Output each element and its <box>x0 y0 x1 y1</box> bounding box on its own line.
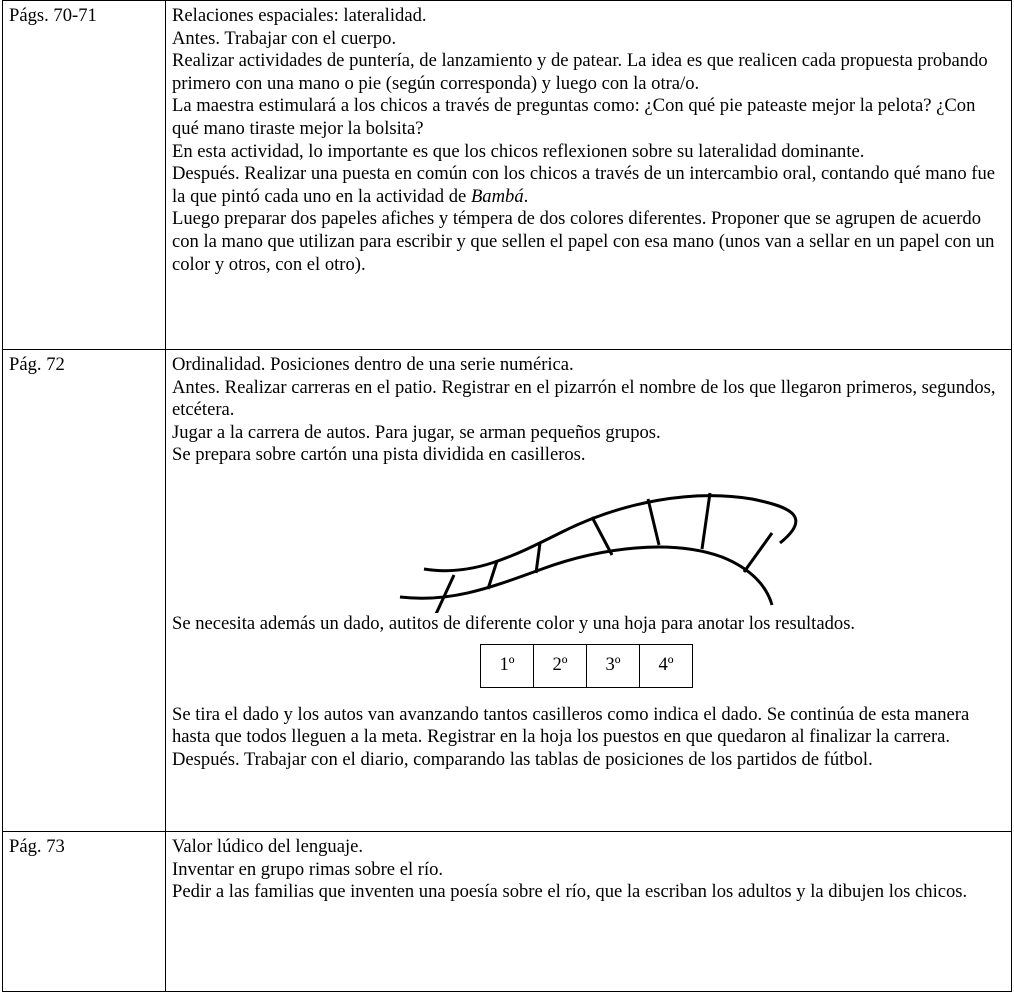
track-edge <box>399 545 774 606</box>
paragraph: Luego preparar dos papeles afiches y tém… <box>172 208 995 275</box>
title-italic: Bambá <box>470 185 524 207</box>
paragraph: Después. Trabajar con el diario, compara… <box>172 748 873 770</box>
page-ref: Pág. 73 <box>2 831 166 992</box>
table-row: Pág. 72 Ordinalidad. Posiciones dentro d… <box>2 349 1012 832</box>
track-divider <box>700 492 712 550</box>
activity-cell: Ordinalidad. Posiciones dentro de una se… <box>165 349 1012 832</box>
paragraph: Se necesita además un dado, autitos de d… <box>172 612 856 634</box>
paragraph: Relaciones espaciales: lateralidad. <box>172 5 427 26</box>
paragraph: Antes. Trabajar con el cuerpo. <box>172 27 397 49</box>
table-row: Pág. 73 Valor lúdico del lenguaje. Inven… <box>2 831 1012 992</box>
paragraph: Inventar en grupo rimas sobre el río. <box>172 858 444 880</box>
paragraph: Jugar a la carrera de autos. Para jugar,… <box>172 421 661 443</box>
paragraph: Ordinalidad. Posiciones dentro de una se… <box>172 354 574 375</box>
paragraph: Valor lúdico del lenguaje. <box>172 836 364 857</box>
paragraph: Después. Realizar una puesta en común co… <box>172 163 1005 208</box>
page-ref: Págs. 70-71 <box>2 0 166 350</box>
table-row: Págs. 70-71 Relaciones espaciales: later… <box>2 0 1012 350</box>
table-row: 1º 2º 3º 4º <box>480 643 693 688</box>
text: . <box>523 185 529 207</box>
paragraph: Pedir a las familias que inventen una po… <box>172 881 968 903</box>
position-cell: 1º <box>480 643 534 688</box>
page-ref: Pág. 72 <box>2 349 166 832</box>
activity-cell: Valor lúdico del lenguaje. Inventar en g… <box>165 831 1012 992</box>
activity-cell: Relaciones espaciales: lateralidad. Ante… <box>165 0 1012 350</box>
position-cell: 3º <box>586 643 640 688</box>
position-cell: 2º <box>533 643 587 688</box>
track-divider <box>742 532 774 573</box>
track-divider <box>646 498 661 546</box>
paragraph: Se tira el dado y los autos van avanzand… <box>172 703 970 748</box>
paragraph: Antes. Realizar carreras en el patio. Re… <box>172 376 996 421</box>
paragraph: En esta actividad, lo importante es que … <box>172 140 865 162</box>
track-edge <box>423 494 798 573</box>
race-track-drawing <box>399 492 798 613</box>
track-divider <box>534 542 542 574</box>
text: Después. Realizar una puesta en común co… <box>172 163 996 207</box>
paragraph: Se prepara sobre cartón una pista dividi… <box>172 444 586 466</box>
position-cell: 4º <box>639 643 693 688</box>
positions-table: 1º 2º 3º 4º <box>480 643 693 688</box>
track-divider <box>434 574 456 613</box>
track-divider <box>590 516 614 556</box>
track-divider <box>486 560 499 590</box>
paragraph: La maestra estimulará a los chicos a tra… <box>172 95 976 139</box>
paragraph: Realizar actividades de puntería, de lan… <box>172 50 988 94</box>
